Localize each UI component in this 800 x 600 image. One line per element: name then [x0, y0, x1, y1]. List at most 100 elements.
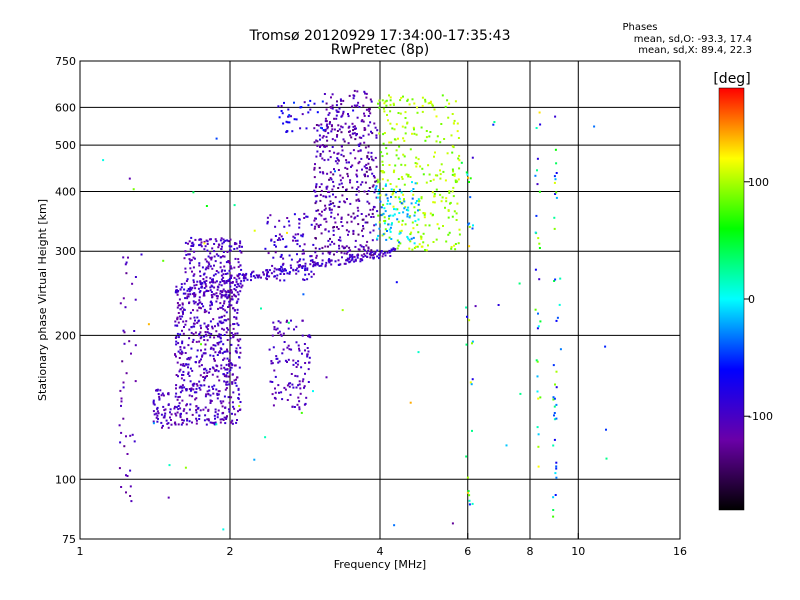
data-point — [286, 121, 289, 124]
data-point — [392, 102, 395, 105]
data-point — [537, 312, 539, 315]
data-point — [310, 270, 313, 273]
data-point — [394, 248, 397, 251]
data-point — [408, 103, 411, 106]
data-point — [369, 252, 372, 255]
data-point — [410, 190, 413, 193]
data-point — [307, 350, 310, 353]
data-point — [194, 331, 197, 334]
data-point — [215, 295, 218, 297]
data-point — [223, 300, 226, 303]
data-point — [317, 209, 320, 212]
data-point — [369, 121, 372, 124]
data-point — [285, 269, 287, 272]
data-point — [339, 174, 342, 177]
data-point — [220, 367, 223, 370]
data-point — [209, 394, 212, 397]
data-point — [292, 269, 295, 272]
data-point — [295, 366, 298, 368]
data-point — [200, 307, 202, 310]
data-point — [222, 276, 225, 279]
data-point — [371, 212, 374, 215]
data-point — [388, 236, 391, 239]
data-point — [282, 348, 285, 351]
data-point — [358, 248, 361, 251]
data-point — [218, 335, 221, 338]
data-point — [239, 408, 242, 411]
data-point — [330, 96, 332, 99]
data-point — [356, 214, 359, 217]
data-point — [325, 220, 328, 223]
data-point — [198, 414, 201, 417]
data-point — [360, 120, 363, 123]
data-point — [367, 162, 370, 165]
data-point — [453, 119, 456, 122]
data-point — [310, 223, 313, 226]
data-point — [205, 285, 208, 288]
data-point — [345, 245, 348, 248]
data-point — [335, 109, 338, 112]
data-point — [288, 271, 291, 274]
data-point — [362, 225, 364, 227]
data-point — [238, 273, 241, 276]
data-point — [353, 104, 356, 107]
data-point — [223, 265, 226, 268]
data-point — [168, 464, 171, 467]
data-point — [177, 350, 180, 353]
data-point — [128, 177, 131, 180]
data-point — [237, 340, 240, 343]
data-point — [232, 391, 235, 394]
data-point — [181, 340, 184, 343]
data-point — [195, 355, 198, 358]
data-point — [303, 385, 306, 388]
data-point — [384, 100, 387, 103]
data-point — [214, 344, 217, 347]
data-point — [227, 328, 230, 331]
data-point — [450, 246, 453, 248]
data-point — [205, 279, 208, 282]
data-point — [341, 256, 343, 259]
data-point — [206, 375, 208, 377]
data-point — [181, 303, 184, 306]
data-point — [385, 147, 388, 150]
data-point — [307, 368, 310, 371]
data-point — [298, 222, 301, 225]
data-point — [203, 371, 206, 374]
data-point — [179, 346, 182, 348]
data-point — [222, 238, 225, 241]
data-point — [555, 465, 558, 468]
data-point — [292, 235, 295, 238]
data-point — [131, 282, 134, 285]
data-point — [292, 359, 295, 362]
data-point — [179, 288, 182, 291]
data-point — [386, 251, 389, 254]
data-point — [364, 175, 367, 178]
data-point — [189, 259, 192, 262]
data-point — [182, 332, 185, 335]
data-point — [310, 255, 313, 258]
data-point — [192, 325, 195, 328]
data-point — [302, 249, 305, 252]
data-point — [250, 275, 253, 278]
data-point — [295, 269, 297, 272]
data-point — [358, 190, 360, 193]
data-point — [308, 356, 311, 359]
data-point — [340, 182, 343, 185]
data-point — [336, 110, 339, 113]
data-point — [554, 193, 557, 195]
data-point — [410, 202, 413, 205]
data-point — [399, 112, 402, 115]
data-point — [319, 146, 321, 148]
data-point — [177, 405, 180, 407]
data-point — [389, 250, 392, 253]
data-point — [389, 110, 392, 113]
data-point — [129, 485, 132, 488]
y-tick-label: 750 — [55, 55, 76, 68]
data-point — [188, 358, 191, 361]
data-point — [175, 406, 178, 409]
stats-line-o: mean, sd,O: -93.3, 17.4 — [634, 34, 752, 45]
data-point — [222, 255, 224, 258]
data-point — [349, 202, 352, 205]
data-point — [454, 248, 457, 251]
data-point — [156, 414, 159, 417]
